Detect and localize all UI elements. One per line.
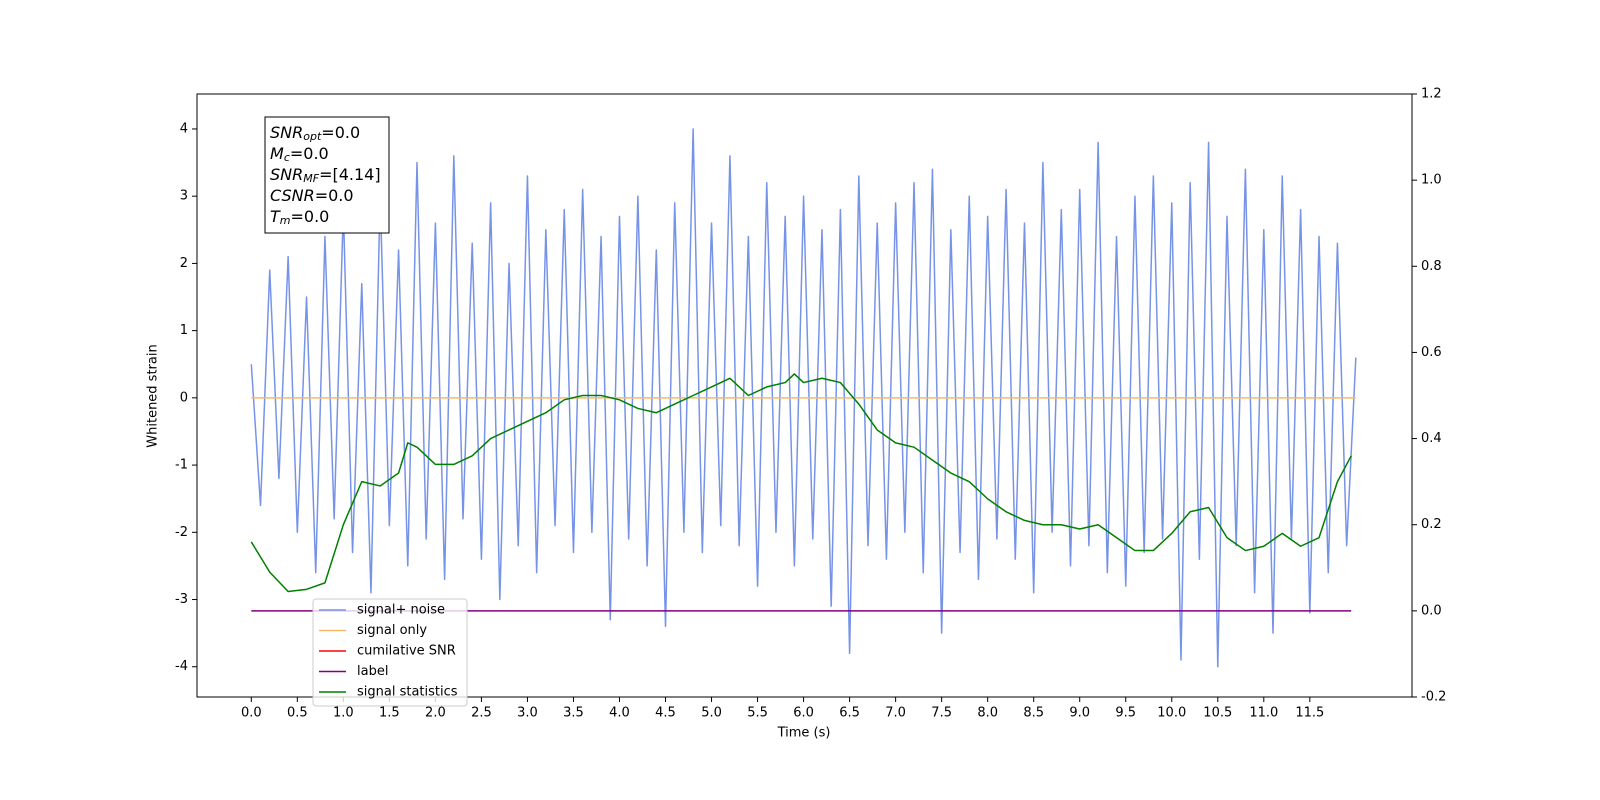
annotation-sub: c	[284, 151, 290, 164]
x-tick-label: 10.5	[1203, 706, 1232, 721]
x-tick-label: 8.0	[977, 706, 998, 721]
x-tick-label: 6.0	[793, 706, 814, 721]
y-tick-label: 3	[180, 189, 188, 204]
y-tick-label: 0	[180, 390, 188, 405]
annotation-rest: =0.0	[291, 207, 330, 226]
x-tick-label: 1.0	[333, 706, 354, 721]
annotation-main: CSNR	[270, 186, 315, 205]
series-line	[250, 373, 1352, 593]
annotation: Tm=0.0	[270, 207, 329, 228]
annotation-rest: =[4.14]	[319, 165, 381, 184]
annotation-sub: m	[280, 214, 291, 227]
legend-label: cumilative SNR	[357, 644, 456, 659]
annotation-frame	[264, 116, 390, 234]
y-tick-label: -2	[175, 525, 188, 540]
x-tick-label: 0.0	[241, 706, 262, 721]
annotation-main: SNR	[270, 165, 303, 184]
x-tick-label: 9.0	[1069, 706, 1090, 721]
x-tick-label: 0.5	[287, 706, 308, 721]
legend-frame	[312, 598, 468, 707]
y2-tick-label: 0.4	[1421, 431, 1442, 446]
x-tick-label: 3.5	[563, 706, 584, 721]
x-tick-label: 3.0	[517, 706, 538, 721]
y2-tick-label: 0.0	[1421, 603, 1442, 618]
x-tick-label: 6.5	[839, 706, 860, 721]
y2-tick-label: 1.0	[1421, 173, 1442, 188]
plot-frame	[196, 93, 1413, 698]
series-line	[250, 128, 1357, 668]
annotation-main: M	[270, 144, 284, 163]
legend: signal+ noise signal only cumilative SNR la…	[312, 598, 468, 707]
y-tick-label: -1	[175, 458, 188, 473]
annotation-rest: =0.0	[315, 186, 354, 205]
annotation-rest: =0.0	[290, 144, 329, 163]
x-tick-label: 2.0	[425, 706, 446, 721]
x-tick-label: 11.5	[1295, 706, 1324, 721]
annotation-sub: opt	[303, 130, 322, 143]
y2-tick-label: 1.2	[1421, 87, 1442, 102]
y-tick-label: 1	[180, 323, 188, 338]
x-tick-label: 9.5	[1115, 706, 1136, 721]
y-tick-label: -4	[175, 659, 188, 674]
annotation-rest: =0.0	[321, 123, 360, 142]
x-tick-label: 11.0	[1249, 706, 1278, 721]
annotation-main: T	[270, 207, 281, 226]
legend-label: label	[357, 664, 388, 679]
annotation: SNRMF=[4.14]	[270, 165, 381, 186]
annotation-main: SNR	[270, 123, 303, 142]
x-tick-label: 7.0	[885, 706, 906, 721]
legend-label: signal statistics	[357, 685, 458, 700]
x-tick-label: 4.5	[655, 706, 676, 721]
annotation-box: SNRopt=0.0Mc=0.0SNRMF=[4.14]CSNR=0.0Tm=0…	[264, 116, 390, 234]
y2-tick-label: 0.8	[1421, 259, 1442, 274]
y-axis-label: Whitened strain	[146, 344, 161, 447]
x-tick-label: 7.5	[931, 706, 952, 721]
x-tick-label: 8.5	[1023, 706, 1044, 721]
y2-tick-label: 0.2	[1421, 517, 1442, 532]
legend-label: signal+ noise	[357, 603, 445, 618]
y2-tick-label: -0.2	[1421, 690, 1446, 705]
annotation: Mc=0.0	[270, 144, 329, 165]
annotation-sub: MF	[303, 172, 319, 185]
annotation: SNRopt=0.0	[270, 123, 360, 144]
x-tick-label: 2.5	[471, 706, 492, 721]
y-tick-label: 4	[180, 121, 188, 136]
y-tick-label: -3	[175, 592, 188, 607]
annotation: CSNR=0.0	[270, 186, 354, 205]
y2-tick-label: 0.6	[1421, 345, 1442, 360]
x-tick-label: 4.0	[609, 706, 630, 721]
x-tick-label: 5.5	[747, 706, 768, 721]
x-tick-label: 5.0	[701, 706, 722, 721]
x-tick-label: 1.5	[379, 706, 400, 721]
x-axis-label: Time (s)	[777, 726, 831, 741]
y-tick-label: 2	[180, 256, 188, 271]
legend-label: signal only	[357, 623, 427, 638]
x-tick-label: 10.0	[1157, 706, 1186, 721]
